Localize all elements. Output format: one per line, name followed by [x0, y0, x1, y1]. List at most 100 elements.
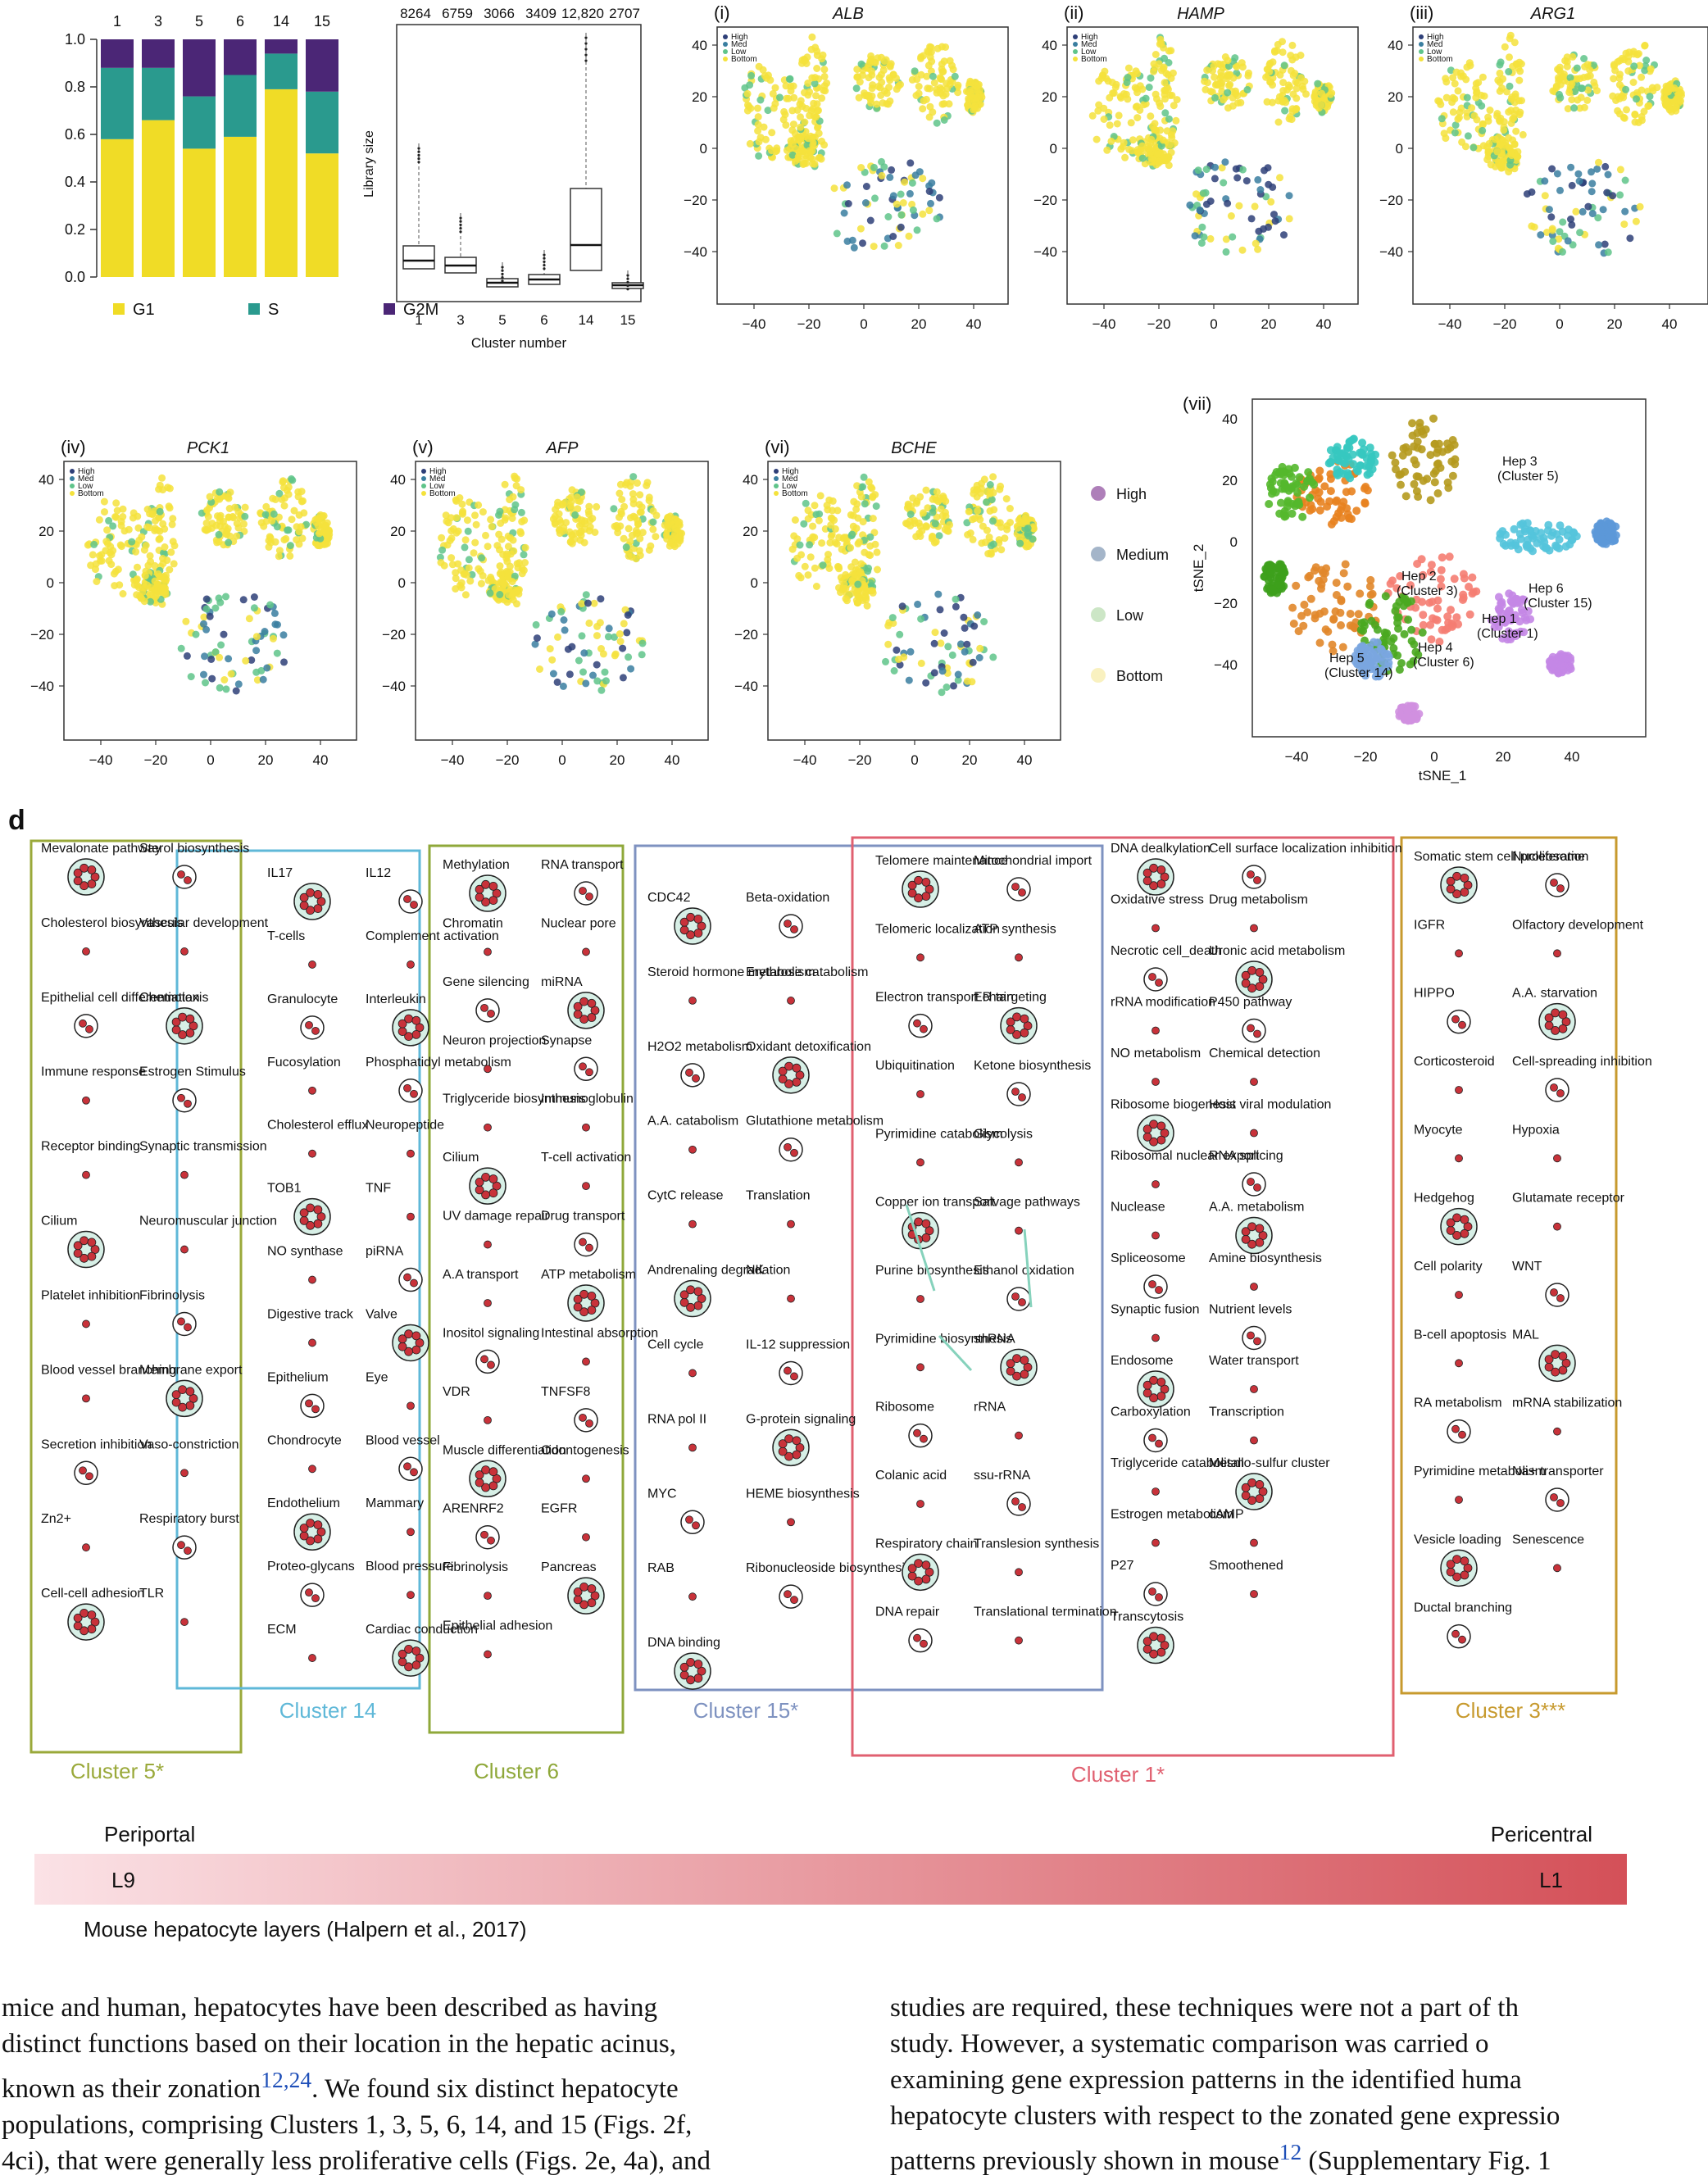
- cluster-point: [1343, 469, 1352, 478]
- tsne-point: [800, 520, 808, 528]
- tsne-point: [588, 515, 597, 523]
- tsne-mini-legend-dot: [1419, 34, 1424, 39]
- cluster-point: [1375, 671, 1384, 680]
- term-node-gene: [1018, 1503, 1026, 1511]
- boxplot-outlier: [417, 147, 420, 150]
- tsne-point: [462, 571, 470, 579]
- tsne-point: [829, 506, 836, 515]
- tsne-point: [873, 100, 881, 108]
- tsne-point: [208, 674, 216, 683]
- term-label: VDR: [443, 1385, 470, 1399]
- tsne-point: [638, 651, 646, 659]
- term-node-gene: [484, 1415, 492, 1424]
- term-node-gene: [1463, 1563, 1473, 1573]
- tsne-point: [970, 622, 979, 630]
- term-node-gene: [784, 1061, 793, 1071]
- tsne-point: [497, 568, 505, 576]
- tsne-point: [963, 640, 971, 648]
- term-label: Odontogenesis: [541, 1443, 629, 1457]
- term-node-gene: [311, 1026, 320, 1035]
- tsne-ytick-label: −40: [1379, 244, 1403, 260]
- tsne-ytick-label: 40: [1042, 38, 1057, 53]
- tsne-point: [452, 497, 461, 505]
- reference-12-24-link[interactable]: 12,24: [261, 2067, 312, 2092]
- tsne-point: [1537, 231, 1545, 239]
- term-node-gene: [697, 1294, 706, 1303]
- tsne-point: [889, 192, 897, 200]
- tsne-point: [946, 520, 954, 529]
- term-node-gene: [305, 1399, 313, 1408]
- term-node-gene: [313, 1520, 323, 1529]
- term-node-gene: [299, 1208, 309, 1218]
- cluster-point: [1395, 470, 1404, 479]
- tsne-point: [1138, 154, 1147, 162]
- cluster-title: Cluster 15*: [693, 1698, 799, 1723]
- cluster-point: [1276, 498, 1285, 507]
- tsne-point: [202, 526, 211, 534]
- tsne-point: [280, 502, 288, 510]
- tsne-point: [906, 189, 914, 198]
- cluster-point: [1403, 706, 1412, 715]
- term-node-gene: [784, 1590, 792, 1599]
- term-node-gene: [1006, 1017, 1015, 1027]
- tsne-point: [158, 474, 166, 482]
- boxplot-box: [402, 245, 435, 270]
- term-node-gene: [914, 1559, 923, 1568]
- cluster-point: [1523, 519, 1532, 528]
- tsne-point: [295, 540, 303, 548]
- term-node-gene: [1152, 1487, 1160, 1496]
- tsne-mini-legend-label: High: [782, 467, 799, 476]
- term-node-gene: [1142, 1637, 1152, 1646]
- tsne-point: [811, 564, 819, 572]
- tsne-point: [202, 519, 211, 527]
- tsne-point: [1107, 137, 1115, 145]
- tsne-point: [314, 521, 322, 529]
- cluster-point: [1426, 567, 1435, 576]
- term-node-gene: [679, 1670, 689, 1680]
- tsne-point: [604, 633, 612, 641]
- term-node-gene: [1258, 974, 1268, 984]
- cluster-point: [1329, 615, 1338, 623]
- term-node-gene: [484, 947, 492, 956]
- term-node-gene: [685, 1515, 693, 1524]
- term-label: MYC: [647, 1487, 677, 1501]
- tsne-mini-legend-label: Med: [782, 475, 797, 484]
- cluster-point: [1328, 640, 1337, 649]
- reference-12-link[interactable]: 12: [1279, 2139, 1302, 2164]
- term-node-gene: [1160, 1129, 1170, 1138]
- tsne-point: [938, 688, 946, 697]
- tsne-point: [882, 657, 889, 665]
- tsne-point: [937, 639, 945, 647]
- cluster-point: [1552, 530, 1561, 538]
- tsne-point: [1233, 92, 1242, 100]
- term-node-gene: [686, 912, 695, 922]
- bar-legend-swatch: [248, 303, 260, 315]
- term-node-ring: [1545, 1283, 1569, 1307]
- term-label: snRNA: [974, 1332, 1015, 1346]
- cluster-point: [1349, 434, 1358, 443]
- term-label: Ethanol oxidation: [974, 1264, 1074, 1278]
- tsne-xtick-label: 40: [1017, 752, 1033, 768]
- tsne-mini-legend-dot: [1073, 57, 1078, 61]
- term-label: Synapse: [541, 1033, 592, 1047]
- tsne-panel-arg1: (iii) ARG1HighMedLowBottom40200−20−40−40−…: [1379, 2, 1708, 332]
- cluster-point: [1419, 620, 1428, 629]
- term-node-ring: [475, 1524, 500, 1550]
- tsne-point: [899, 199, 907, 207]
- bar-segment-s: [306, 91, 338, 154]
- tsne-point: [1133, 114, 1142, 122]
- cluster-point: [1396, 572, 1405, 580]
- cluster-point: [1451, 455, 1460, 464]
- tsne-point: [225, 538, 233, 547]
- term-node-gene: [171, 1397, 181, 1407]
- term-node-gene: [579, 1062, 587, 1071]
- tsne-point: [1285, 215, 1293, 223]
- tsne-point: [250, 593, 258, 601]
- tsne-point: [111, 582, 119, 590]
- term-label: Cell-spreading inhibition: [1512, 1055, 1652, 1069]
- tsne-mini-legend-dot: [1419, 57, 1424, 61]
- layer-l1-label: L1: [1539, 1868, 1563, 1892]
- term-node-gene: [1250, 1590, 1258, 1598]
- tsne-point: [980, 618, 988, 625]
- term-label: Glutamate receptor: [1512, 1192, 1625, 1206]
